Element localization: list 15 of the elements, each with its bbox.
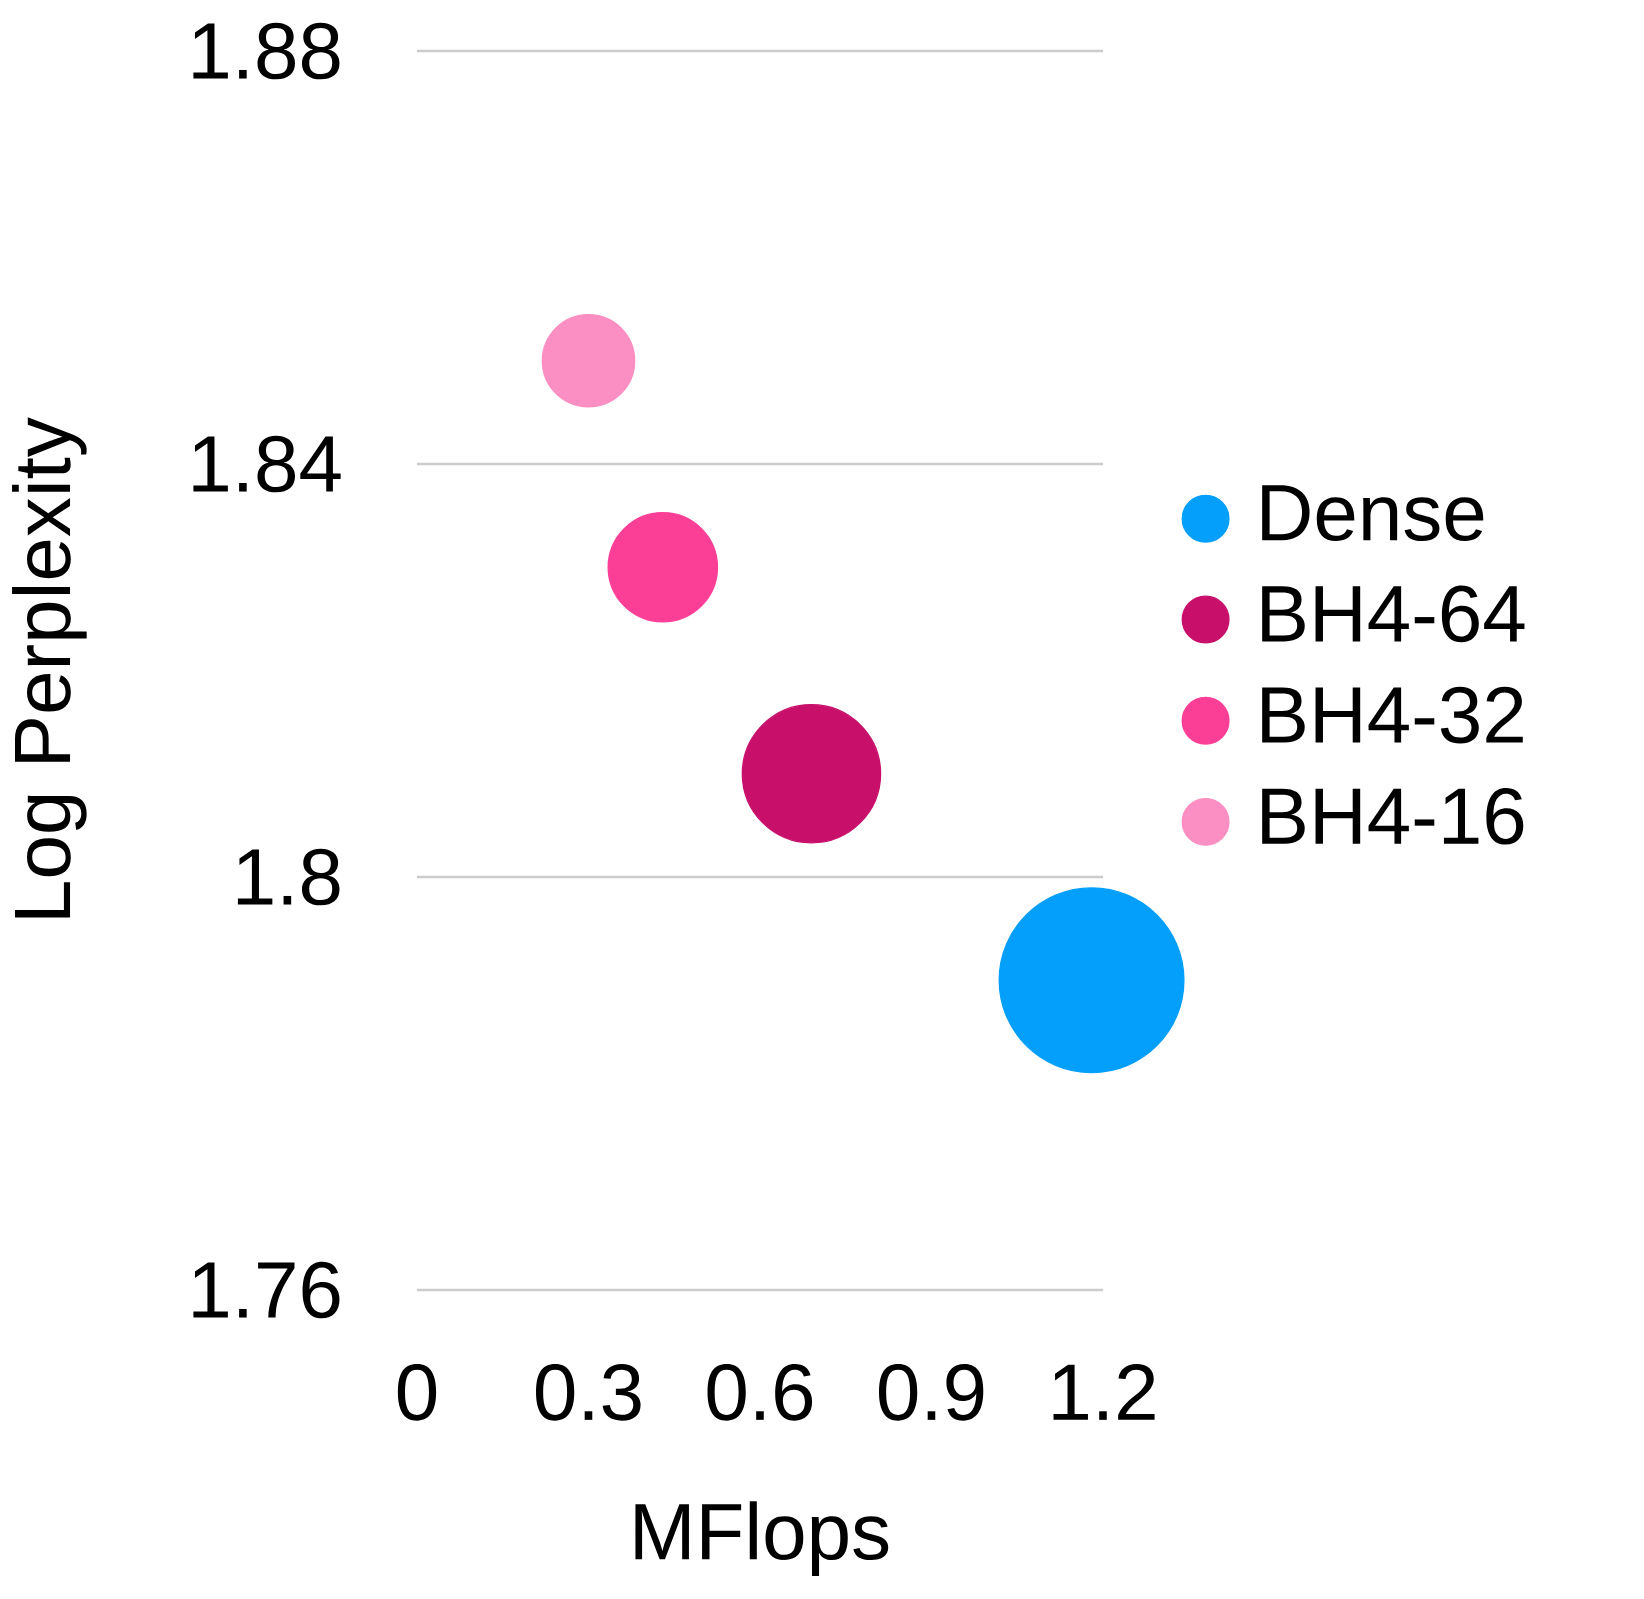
x-tick-label: 0.6 xyxy=(707,1364,813,1421)
y-tick-label: 1.8 xyxy=(237,848,340,906)
x-tick-label: 0.9 xyxy=(879,1364,984,1421)
x-axis-title: MFlops xyxy=(635,1501,889,1576)
x-tick-label: 1.2 xyxy=(1053,1364,1155,1420)
x-tick-label: 0 xyxy=(397,1364,437,1421)
y-tick-label: 1.84 xyxy=(193,435,341,493)
y-tick-label: 1.88 xyxy=(193,22,340,80)
legend-label: BH4-16 xyxy=(1262,787,1524,845)
y-tick-label: 1.76 xyxy=(193,1261,340,1319)
y-axis-title: Log Perplexity xyxy=(12,417,87,918)
legend-label: BH4-64 xyxy=(1262,585,1525,643)
legend-label: Dense xyxy=(1262,485,1484,542)
legend-label: BH4-32 xyxy=(1262,686,1523,744)
x-tick-label: 0.3 xyxy=(536,1364,641,1421)
